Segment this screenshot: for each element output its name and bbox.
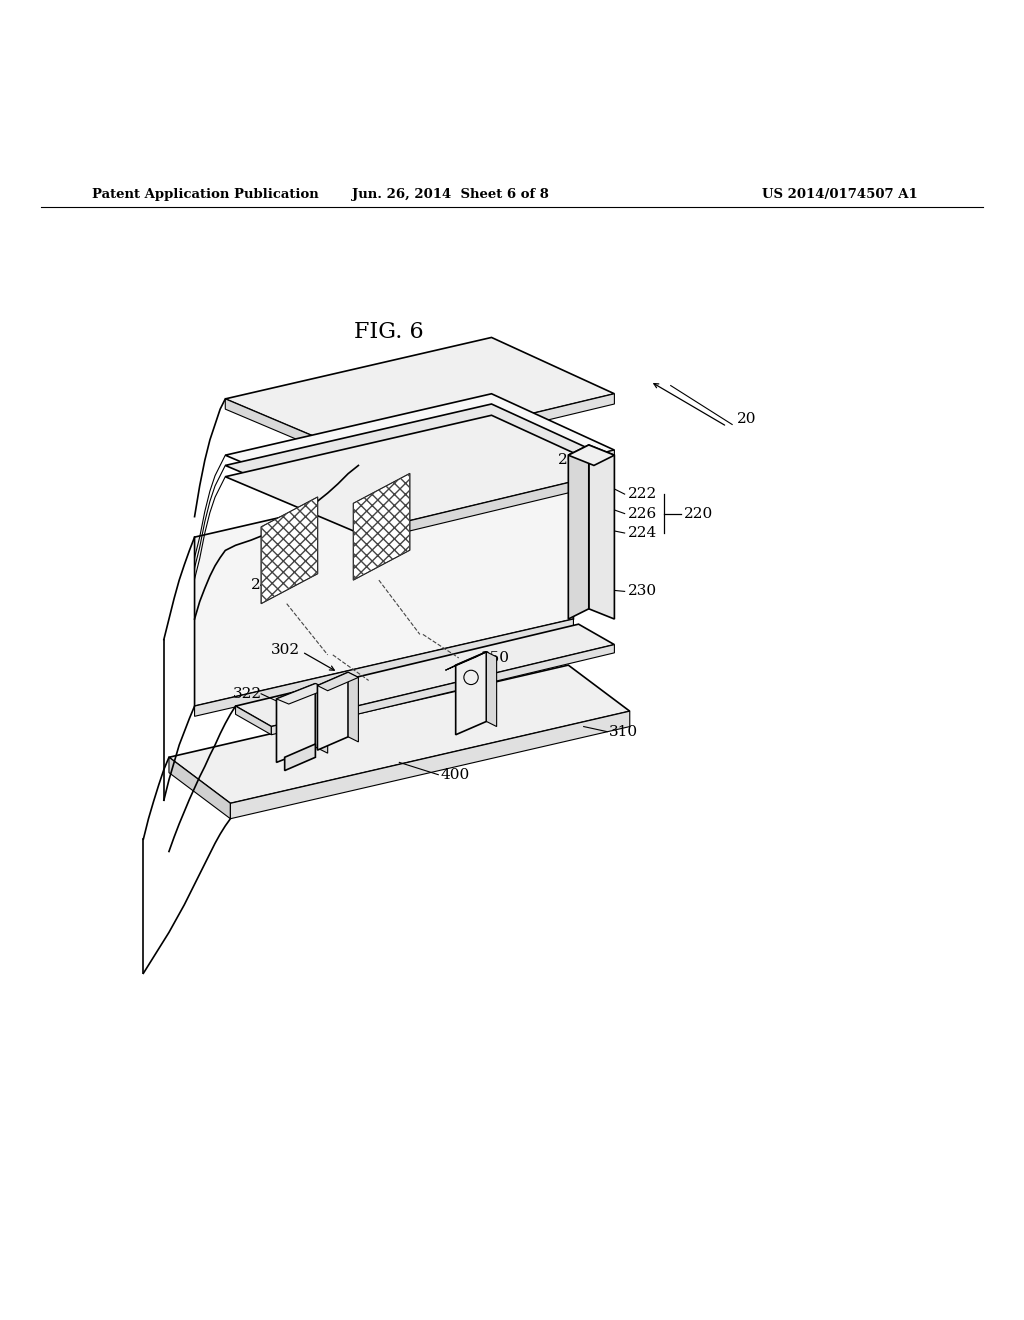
Polygon shape: [225, 393, 614, 512]
Polygon shape: [568, 445, 589, 619]
Text: 226: 226: [628, 507, 657, 520]
Text: 224: 224: [628, 527, 657, 540]
Text: 220: 220: [684, 507, 714, 520]
Polygon shape: [195, 619, 573, 717]
Polygon shape: [348, 672, 358, 742]
Text: 230: 230: [628, 585, 656, 598]
Text: 201: 201: [558, 453, 588, 467]
Text: US 2014/0174507 A1: US 2014/0174507 A1: [762, 187, 918, 201]
Polygon shape: [276, 684, 315, 763]
Polygon shape: [236, 624, 614, 726]
Polygon shape: [230, 711, 630, 818]
Polygon shape: [358, 450, 614, 519]
Polygon shape: [225, 338, 614, 455]
Text: 350: 350: [481, 651, 510, 665]
Polygon shape: [169, 758, 230, 818]
Polygon shape: [486, 652, 497, 726]
Polygon shape: [353, 474, 410, 579]
Text: 302: 302: [271, 643, 300, 657]
Polygon shape: [589, 445, 614, 619]
Text: 242: 242: [251, 578, 281, 593]
Polygon shape: [225, 404, 614, 521]
Text: 20: 20: [737, 412, 757, 426]
Polygon shape: [358, 461, 614, 529]
Polygon shape: [271, 644, 614, 735]
Polygon shape: [358, 471, 614, 544]
Polygon shape: [317, 672, 358, 690]
Text: 222: 222: [628, 487, 657, 502]
Text: FIG. 6: FIG. 6: [354, 321, 424, 343]
Text: 400: 400: [440, 768, 470, 781]
Polygon shape: [236, 706, 271, 735]
Polygon shape: [225, 416, 614, 533]
Polygon shape: [568, 445, 614, 466]
Polygon shape: [315, 684, 328, 754]
Polygon shape: [445, 652, 486, 671]
Polygon shape: [276, 684, 328, 704]
Polygon shape: [285, 744, 315, 771]
Text: 322: 322: [232, 686, 261, 701]
Polygon shape: [358, 393, 614, 466]
Polygon shape: [317, 672, 348, 750]
Polygon shape: [169, 665, 630, 804]
Polygon shape: [456, 652, 486, 735]
Text: 310: 310: [609, 725, 638, 739]
Polygon shape: [261, 496, 317, 603]
Polygon shape: [225, 399, 358, 466]
Text: Jun. 26, 2014  Sheet 6 of 8: Jun. 26, 2014 Sheet 6 of 8: [352, 187, 549, 201]
Polygon shape: [195, 450, 573, 706]
Text: Patent Application Publication: Patent Application Publication: [92, 187, 318, 201]
